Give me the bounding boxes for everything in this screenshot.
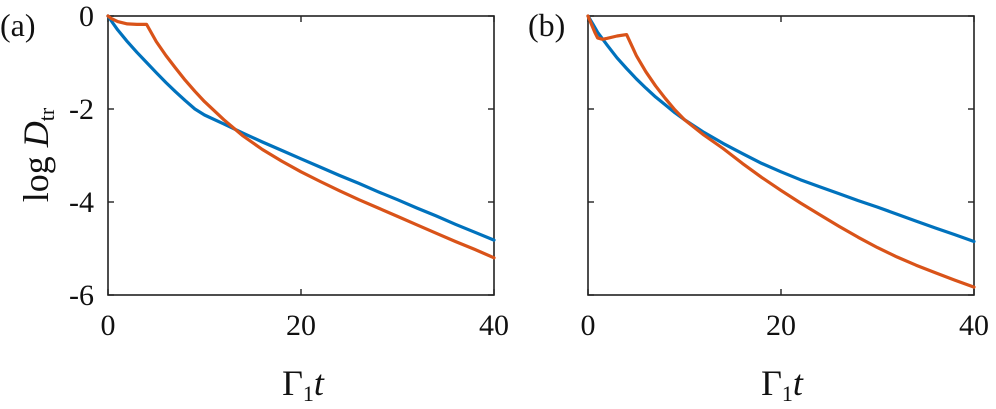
x-axis-label-a: Γ1t — [282, 363, 325, 406]
x-tick-label: 0 — [101, 309, 116, 342]
x-tick-label: 20 — [286, 309, 316, 342]
panel-a: 0 20 40 0 -2 -4 -6 (a) — [0, 0, 509, 342]
series-line-blue — [586, 14, 976, 244]
panel-label: (b) — [528, 7, 565, 43]
panel-label: (a) — [0, 7, 36, 43]
y-tick-label: 0 — [79, 0, 94, 33]
x-tick-label: 40 — [479, 309, 509, 342]
x-tick-label: 0 — [581, 309, 596, 342]
y-tick-label: -6 — [69, 279, 94, 312]
plot-frame — [587, 15, 975, 296]
x-tick-label: 40 — [959, 309, 989, 342]
x-tick-label: 20 — [766, 309, 796, 342]
y-tick-label: -2 — [69, 93, 94, 126]
y-axis-label: log Dtr — [16, 107, 59, 202]
series-line-blue — [106, 14, 496, 242]
x-axis-label-b: Γ1t — [761, 363, 804, 406]
panel-b: 0 20 40 (b) — [528, 7, 989, 342]
series-line-orange — [586, 14, 976, 289]
y-tick-label: -4 — [69, 186, 94, 219]
series-line-orange — [106, 14, 496, 260]
